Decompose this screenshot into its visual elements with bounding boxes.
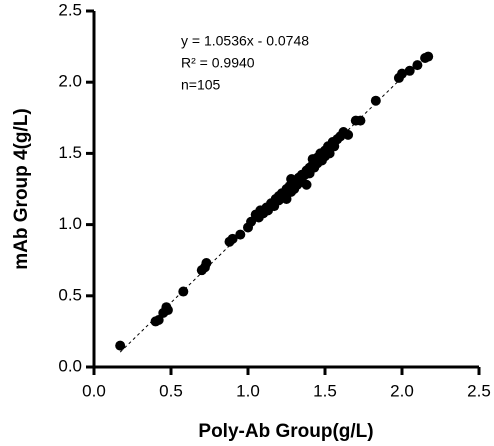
point (404, 65, 415, 76)
annotation: n=105 (181, 77, 221, 93)
x-tick-label: 1.5 (313, 381, 337, 400)
y-tick-label: 0.0 (58, 356, 82, 375)
point (115, 340, 126, 351)
point (153, 315, 164, 326)
point (423, 51, 434, 62)
y-tick-label: 0.5 (58, 285, 82, 304)
point (227, 233, 238, 244)
point (355, 115, 366, 126)
point (235, 229, 246, 240)
y-tick-label: 1.5 (58, 143, 82, 162)
x-tick-label: 0.5 (159, 381, 183, 400)
point (343, 129, 354, 140)
point (412, 60, 423, 71)
point (301, 179, 312, 190)
point (370, 95, 381, 106)
point (307, 154, 318, 165)
annotation: R² = 0.9940 (181, 55, 255, 71)
point (246, 216, 257, 227)
point (281, 193, 292, 204)
y-axis-label: mAb Group 4(g/L) (11, 108, 32, 269)
x-tick-label: 0.0 (82, 381, 106, 400)
x-axis-label: Poly-Ab Group(g/L) (198, 421, 373, 442)
x-tick-label: 1.0 (236, 381, 260, 400)
y-tick-label: 2.0 (58, 72, 82, 91)
y-tick-label: 1.0 (58, 214, 82, 233)
point (324, 148, 335, 159)
x-tick-label: 2.0 (390, 381, 414, 400)
point (162, 305, 173, 316)
point (199, 262, 210, 273)
y-tick-label: 2.5 (58, 0, 82, 19)
annotation: y = 1.0536x - 0.0748 (181, 33, 309, 49)
x-tick-label: 2.5 (467, 381, 491, 400)
point (286, 174, 297, 185)
point (397, 68, 407, 79)
point (178, 286, 189, 297)
